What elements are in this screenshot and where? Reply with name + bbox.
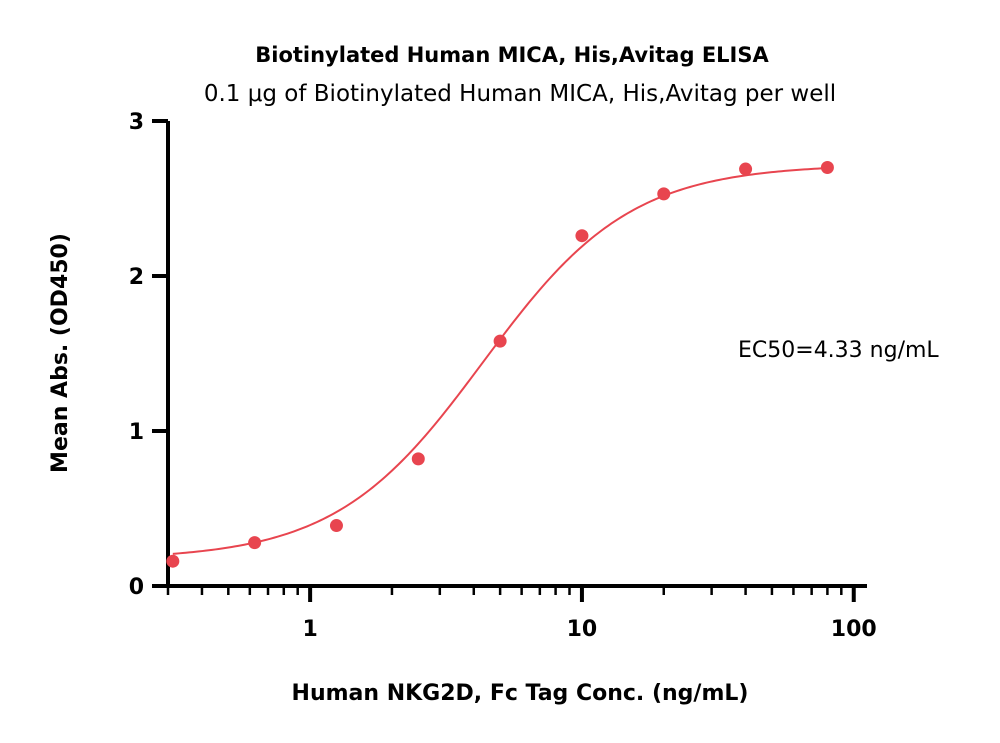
y-tick-label: 0 <box>129 575 144 600</box>
data-point <box>657 187 671 201</box>
fit-curve <box>172 167 828 555</box>
x-tick-label: 100 <box>831 617 877 642</box>
data-point <box>575 229 589 243</box>
data-point <box>411 452 425 466</box>
data-points <box>166 161 834 568</box>
y-axis-label: Mean Abs. (OD450) <box>48 233 73 473</box>
data-point <box>820 161 834 174</box>
chart-title: Biotinylated Human MICA, His,Avitag ELIS… <box>255 43 769 67</box>
axes <box>152 119 867 602</box>
data-point <box>329 519 343 533</box>
y-tick-label: 3 <box>129 110 144 135</box>
y-tick-label: 2 <box>129 265 144 290</box>
data-point <box>248 536 262 550</box>
x-tick-label: 10 <box>567 617 598 642</box>
y-tick-label: 1 <box>129 420 144 445</box>
data-point <box>493 334 507 348</box>
y-tick-labels: 0 1 2 3 <box>129 110 144 600</box>
data-point <box>739 162 753 176</box>
x-tick-label: 1 <box>302 617 317 642</box>
x-tick-labels: 1 10 100 <box>302 617 876 642</box>
chart-subtitle: 0.1 μg of Biotinylated Human MICA, His,A… <box>204 81 836 107</box>
x-axis-label: Human NKG2D, Fc Tag Conc. (ng/mL) <box>292 681 749 706</box>
data-point <box>166 554 180 568</box>
ec50-annotation: EC50=4.33 ng/mL <box>738 338 939 363</box>
